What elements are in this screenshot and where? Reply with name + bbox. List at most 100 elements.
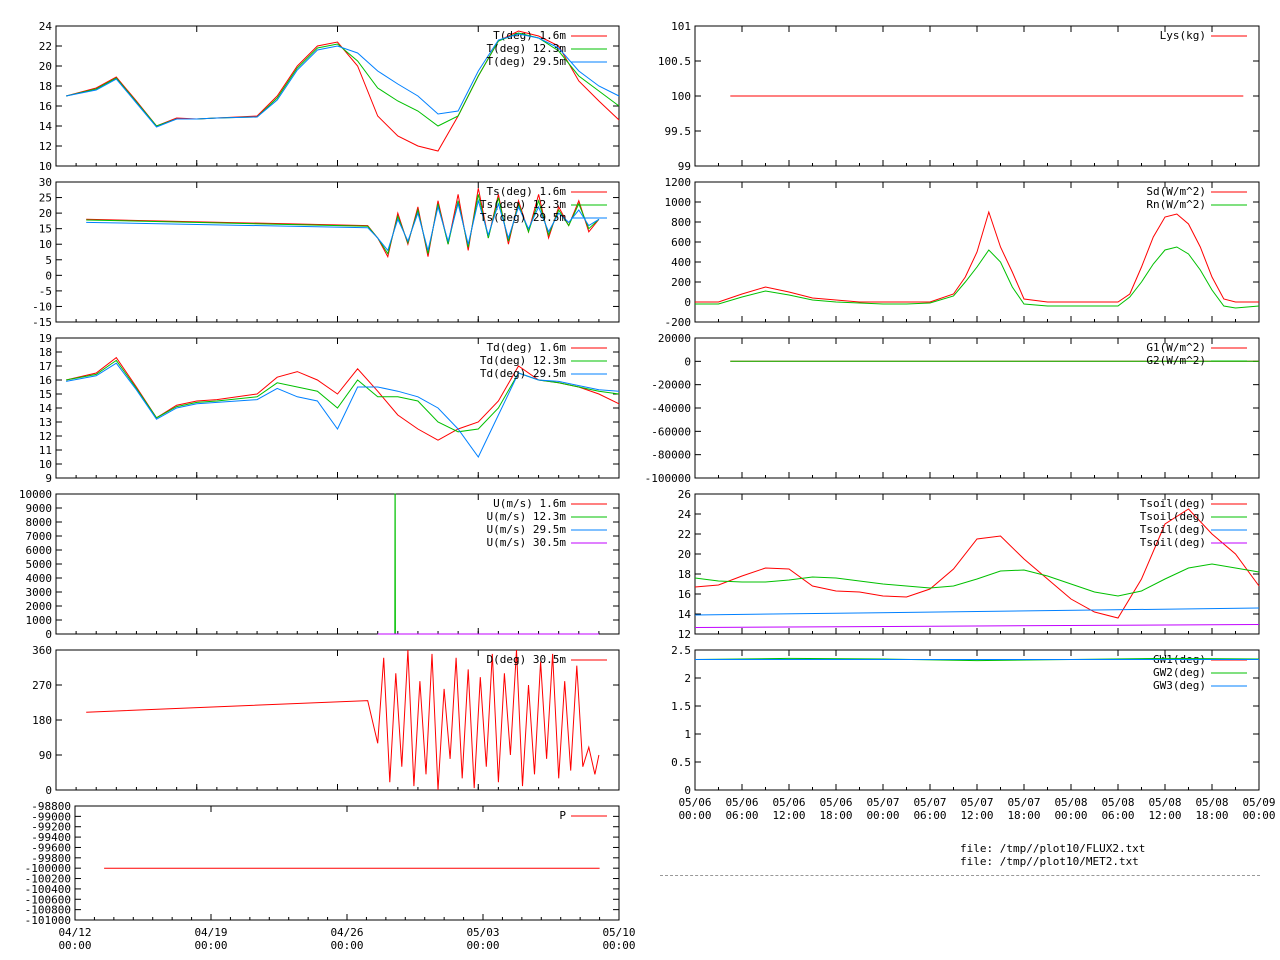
- x-tick-label: 05/03: [466, 926, 499, 939]
- x-tick-label: 05/06: [819, 796, 852, 809]
- y-tick-label: 0: [684, 355, 691, 368]
- panel-weight: 99 99.5 100 100.5 101 Lys(kg): [658, 20, 1260, 173]
- x-tick-label: 18:00: [1195, 809, 1228, 822]
- y-tick-label: -10: [32, 300, 52, 313]
- y-tick-label: 180: [32, 714, 52, 727]
- legend-label: Tsoil(deg): [1140, 523, 1206, 536]
- y-tick-label: 9: [45, 472, 52, 485]
- y-tick-label: 1200: [665, 176, 692, 189]
- y-tick-label: 800: [671, 216, 691, 229]
- y-tick-label: 1.5: [671, 700, 691, 713]
- legend-label: Sd(W/m^2): [1146, 185, 1206, 198]
- y-tick-label: -99400: [31, 831, 71, 844]
- y-tick-label: -101000: [25, 914, 71, 927]
- legend-label: Lys(kg): [1160, 29, 1206, 42]
- x-tick-label: 06:00: [913, 809, 946, 822]
- x-tick-label: 00:00: [678, 809, 711, 822]
- y-tick-label: 16: [678, 588, 691, 601]
- x-tick-label: 04/19: [194, 926, 227, 939]
- y-tick-label: 24: [39, 20, 53, 33]
- panel-pressure: -101000-100800-100600-100400-100200-1000…: [25, 800, 636, 952]
- series-line-3: [66, 362, 620, 458]
- y-tick-label: -80000: [651, 449, 691, 462]
- legend-label: U(m/s) 30.5m: [487, 536, 567, 549]
- y-tick-label: 14: [39, 120, 53, 133]
- y-tick-label: -100800: [25, 904, 71, 917]
- series-line-2: [387, 493, 402, 635]
- y-tick-label: 1000: [26, 614, 53, 627]
- y-tick-label: 11: [39, 444, 52, 457]
- y-tick-label: 0: [45, 628, 52, 641]
- y-tick-label: -20000: [651, 379, 691, 392]
- series-line-3: [694, 607, 1260, 616]
- y-tick-label: 30: [39, 176, 52, 189]
- y-tick-label: -100600: [25, 893, 71, 906]
- y-tick-label: 2000: [26, 600, 53, 613]
- legend-label: GW2(deg): [1153, 666, 1206, 679]
- legend-label: Ts(deg) 1.6m: [487, 185, 567, 198]
- y-tick-label: -100200: [25, 873, 71, 886]
- y-tick-label: 6000: [26, 544, 53, 557]
- series-line-2: [86, 194, 600, 255]
- y-tick-label: 22: [678, 528, 691, 541]
- series-line-2: [694, 657, 1260, 662]
- y-tick-label: 20: [678, 548, 691, 561]
- y-tick-label: 5: [45, 254, 52, 267]
- legend-label: Tsoil(deg): [1140, 536, 1206, 549]
- y-tick-label: 15: [39, 223, 52, 236]
- series-line-1: [695, 210, 1259, 303]
- y-tick-label: -100400: [25, 883, 71, 896]
- y-tick-label: 10000: [19, 488, 52, 501]
- x-tick-label: 00:00: [466, 939, 499, 952]
- legend-label: D(deg) 30.5m: [487, 653, 567, 666]
- y-tick-label: 400: [671, 256, 691, 269]
- x-tick-label: 05/06: [678, 796, 711, 809]
- y-tick-label: 18: [39, 80, 52, 93]
- y-tick-label: -99600: [31, 841, 71, 854]
- dashed-divider: [660, 875, 1260, 876]
- legend-label: Td(deg) 1.6m: [487, 341, 567, 354]
- y-tick-label: 12: [678, 628, 691, 641]
- y-tick-label: -98800: [31, 800, 71, 813]
- panel-wind-direction: 0 90 180 270 360 D(deg) 30.5m: [32, 644, 620, 797]
- y-tick-label: 17: [39, 360, 52, 373]
- legend-label: Rn(W/m^2): [1146, 198, 1206, 211]
- y-tick-label: 360: [32, 644, 52, 657]
- legend-label: Td(deg) 29.5m: [480, 367, 566, 380]
- x-tick-label: 12:00: [960, 809, 993, 822]
- y-tick-label: -60000: [651, 425, 691, 438]
- y-tick-label: 600: [671, 236, 691, 249]
- legend-label: U(m/s) 29.5m: [487, 523, 567, 536]
- y-tick-label: 101: [671, 20, 691, 33]
- y-tick-label: -5: [39, 285, 52, 298]
- series-line-1: [86, 188, 600, 259]
- x-tick-label: 00:00: [1054, 809, 1087, 822]
- y-tick-label: -200: [665, 316, 692, 329]
- y-tick-label: 26: [678, 488, 691, 501]
- x-tick-label: 05/08: [1195, 796, 1228, 809]
- legend-label: G1(W/m^2): [1146, 341, 1206, 354]
- legend-label: Tsoil(deg): [1140, 510, 1206, 523]
- y-tick-label: 12: [39, 430, 52, 443]
- x-tick-label: 05/07: [913, 796, 946, 809]
- series-line-2: [695, 246, 1260, 309]
- y-tick-label: 99.5: [665, 125, 692, 138]
- y-tick-label: 1: [684, 728, 691, 741]
- x-tick-label: 05/06: [725, 796, 758, 809]
- y-tick-label: 14: [678, 608, 692, 621]
- panel-soil-temp: 1214161820222426Tsoil(deg)Tsoil(deg)Tsoi…: [678, 488, 1260, 641]
- y-tick-label: 9000: [26, 502, 53, 515]
- series-line-4: [694, 624, 1260, 628]
- y-tick-label: -100000: [645, 472, 691, 485]
- y-tick-label: 13: [39, 416, 52, 429]
- y-tick-label: 20000: [658, 332, 691, 345]
- y-tick-label: 7000: [26, 530, 53, 543]
- x-tick-label: 06:00: [1101, 809, 1134, 822]
- y-tick-label: 3000: [26, 586, 53, 599]
- legend-label: Ts(deg) 12.3m: [480, 198, 566, 211]
- y-tick-label: 12: [39, 140, 52, 153]
- x-tick-label: 00:00: [866, 809, 899, 822]
- y-tick-label: 0: [684, 296, 691, 309]
